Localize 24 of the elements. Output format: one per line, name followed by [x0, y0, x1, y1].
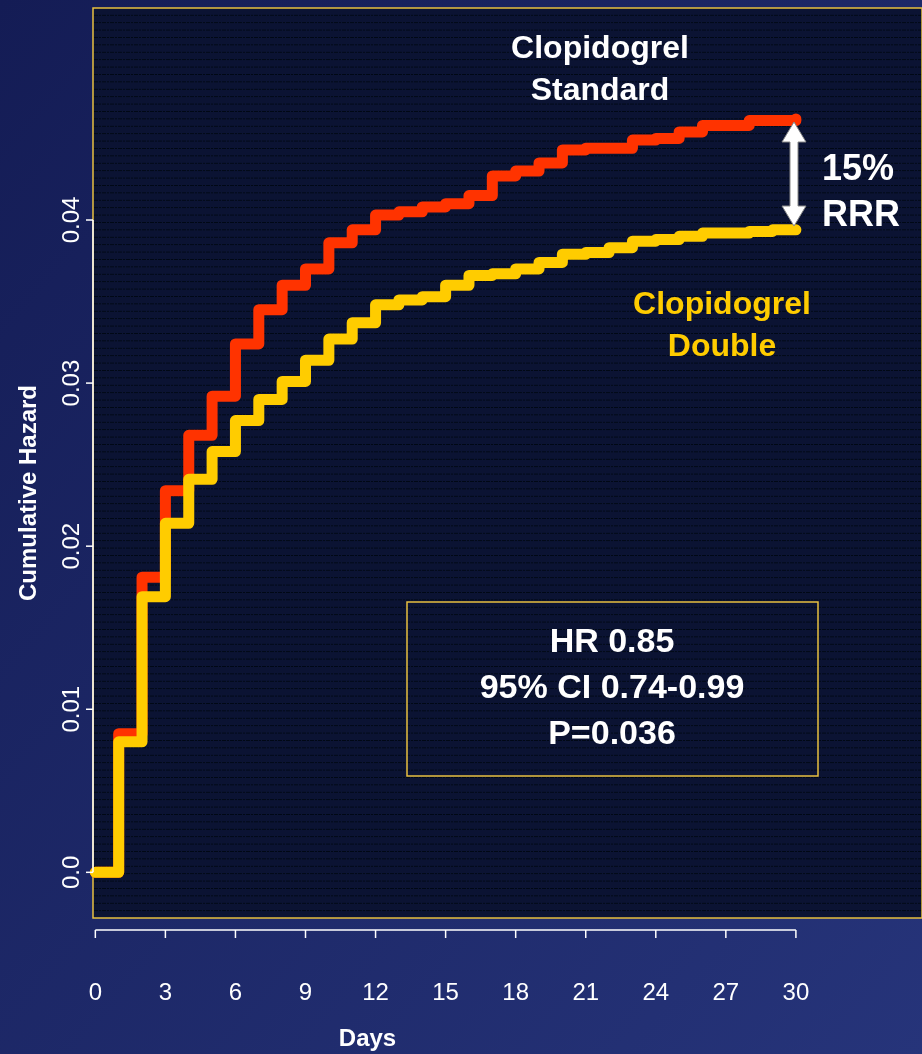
y-tick-label: 0.04 — [57, 196, 84, 244]
annotation: 95% CI 0.74-0.99 — [479, 667, 745, 705]
x-tick-label: 27 — [712, 978, 740, 1005]
y-tick-label: 0.01 — [57, 685, 84, 733]
annotation: P=0.036 — [548, 713, 676, 751]
x-tick-label: 12 — [362, 978, 389, 1005]
annotation: 15% RRR — [822, 147, 900, 234]
y-axis-title: Cumulative Hazard — [14, 384, 41, 602]
x-tick-label: 24 — [642, 978, 670, 1005]
x-tick-label: 30 — [782, 978, 810, 1005]
annotation: HR 0.85 — [549, 621, 675, 659]
x-tick-label: 0 — [88, 978, 103, 1005]
x-tick-label: 6 — [228, 978, 243, 1005]
y-tick-label: 0.03 — [57, 359, 84, 407]
x-tick-label: 15 — [432, 978, 459, 1005]
series-label: Clopidogrel Double — [633, 285, 811, 363]
x-tick-label: 9 — [298, 978, 313, 1005]
x-tick-label: 21 — [572, 978, 600, 1005]
x-tick-label: 3 — [158, 978, 173, 1005]
y-tick-label: 0.0 — [57, 855, 84, 890]
y-tick-label: 0.02 — [57, 522, 84, 570]
x-tick-label: 18 — [502, 978, 530, 1005]
x-axis-title: Days — [338, 1024, 397, 1051]
series-label: Clopidogrel Standard — [511, 29, 689, 107]
